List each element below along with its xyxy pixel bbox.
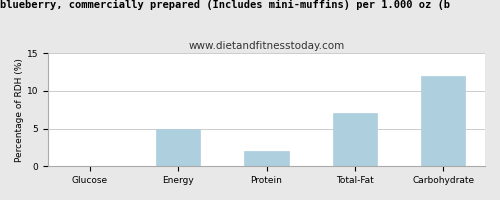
Title: www.dietandfitnesstoday.com: www.dietandfitnesstoday.com [188, 41, 344, 51]
Text: blueberry, commercially prepared (Includes mini-muffins) per 1.000 oz (b: blueberry, commercially prepared (Includ… [0, 0, 450, 10]
Bar [332, 113, 377, 166]
Bar [156, 129, 200, 166]
Bar [421, 76, 465, 166]
Y-axis label: Percentage of RDH (%): Percentage of RDH (%) [15, 58, 24, 162]
Bar [244, 151, 288, 166]
